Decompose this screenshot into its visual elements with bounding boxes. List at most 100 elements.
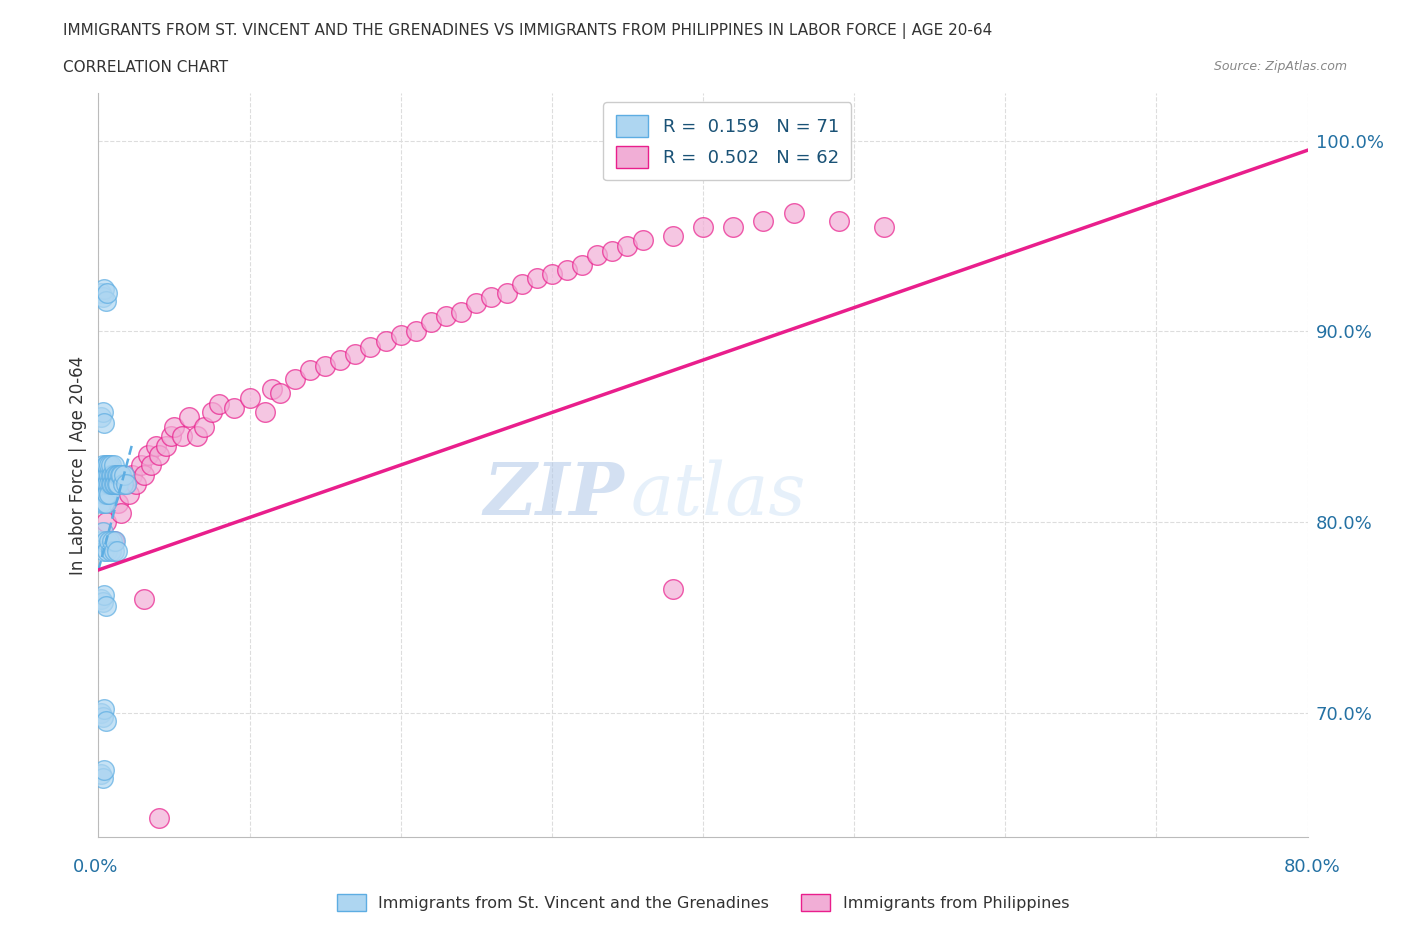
Text: Source: ZipAtlas.com: Source: ZipAtlas.com <box>1213 60 1347 73</box>
Point <box>91 525 114 539</box>
Point <box>94 599 117 614</box>
Text: 80.0%: 80.0% <box>1284 857 1340 876</box>
Point <box>107 467 129 482</box>
Point <box>93 587 115 602</box>
Point <box>495 286 517 300</box>
Point <box>94 486 117 501</box>
Point <box>148 810 170 825</box>
Point <box>360 339 382 354</box>
Point <box>141 458 163 472</box>
Point <box>91 467 114 482</box>
Point <box>186 429 208 444</box>
Point <box>111 477 134 492</box>
Point <box>93 477 115 492</box>
Point <box>91 458 114 472</box>
Point <box>112 467 135 482</box>
Point <box>96 477 118 492</box>
Point <box>420 314 443 329</box>
Point <box>110 505 132 520</box>
Point <box>93 282 115 297</box>
Point <box>132 467 155 482</box>
Point <box>193 419 215 434</box>
Point <box>96 458 118 472</box>
Point <box>571 258 593 272</box>
Point <box>96 543 118 558</box>
Point <box>107 496 129 511</box>
Point <box>540 267 562 282</box>
Point <box>405 324 427 339</box>
Point <box>510 276 533 291</box>
Point <box>616 238 638 253</box>
Point <box>103 543 125 558</box>
Point <box>90 706 112 721</box>
Point <box>96 467 118 482</box>
Point <box>105 543 128 558</box>
Point <box>90 766 112 781</box>
Point <box>96 486 118 501</box>
Legend: R =  0.159   N = 71, R =  0.502   N = 62: R = 0.159 N = 71, R = 0.502 N = 62 <box>603 102 852 180</box>
Point <box>103 467 125 482</box>
Point <box>239 391 262 405</box>
Point <box>163 419 186 434</box>
Point <box>692 219 714 234</box>
Point <box>125 477 148 492</box>
Point <box>465 296 488 311</box>
Text: IMMIGRANTS FROM ST. VINCENT AND THE GRENADINES VS IMMIGRANTS FROM PHILIPPINES IN: IMMIGRANTS FROM ST. VINCENT AND THE GREN… <box>63 23 993 39</box>
Point <box>661 581 683 596</box>
Point <box>91 770 114 785</box>
Text: ZIP: ZIP <box>484 459 624 530</box>
Point <box>103 534 125 549</box>
Point <box>93 543 115 558</box>
Point <box>107 477 129 492</box>
Point <box>148 448 170 463</box>
Point <box>329 352 352 367</box>
Point <box>94 496 117 511</box>
Point <box>94 467 117 482</box>
Point <box>100 458 122 472</box>
Point <box>110 467 132 482</box>
Point <box>314 358 336 373</box>
Point <box>91 710 114 724</box>
Point <box>873 219 896 234</box>
Point <box>105 467 128 482</box>
Point <box>160 429 183 444</box>
Point <box>98 477 121 492</box>
Point <box>93 486 115 501</box>
Point <box>98 534 121 549</box>
Point <box>208 396 231 411</box>
Point <box>98 486 121 501</box>
Point <box>91 405 114 419</box>
Point <box>90 410 112 425</box>
Point <box>253 405 276 419</box>
Point <box>374 334 396 349</box>
Point <box>450 305 472 320</box>
Point <box>91 289 114 304</box>
Point <box>118 486 141 501</box>
Point <box>104 477 127 492</box>
Point <box>94 294 117 309</box>
Point <box>90 534 112 549</box>
Point <box>94 713 117 728</box>
Point <box>155 438 177 453</box>
Y-axis label: In Labor Force | Age 20-64: In Labor Force | Age 20-64 <box>69 355 87 575</box>
Point <box>481 289 503 304</box>
Point <box>631 232 654 247</box>
Point <box>104 467 127 482</box>
Point <box>96 286 118 300</box>
Point <box>100 543 122 558</box>
Point <box>91 595 114 610</box>
Point <box>299 362 322 377</box>
Point <box>201 405 224 419</box>
Point <box>114 477 136 492</box>
Point <box>136 448 159 463</box>
Point <box>103 477 125 492</box>
Point <box>783 206 806 220</box>
Point <box>90 591 112 606</box>
Point <box>94 534 117 549</box>
Point <box>344 347 367 362</box>
Point <box>101 534 124 549</box>
Point <box>602 244 624 259</box>
Text: atlas: atlas <box>630 459 806 530</box>
Point <box>101 467 124 482</box>
Point <box>93 496 115 511</box>
